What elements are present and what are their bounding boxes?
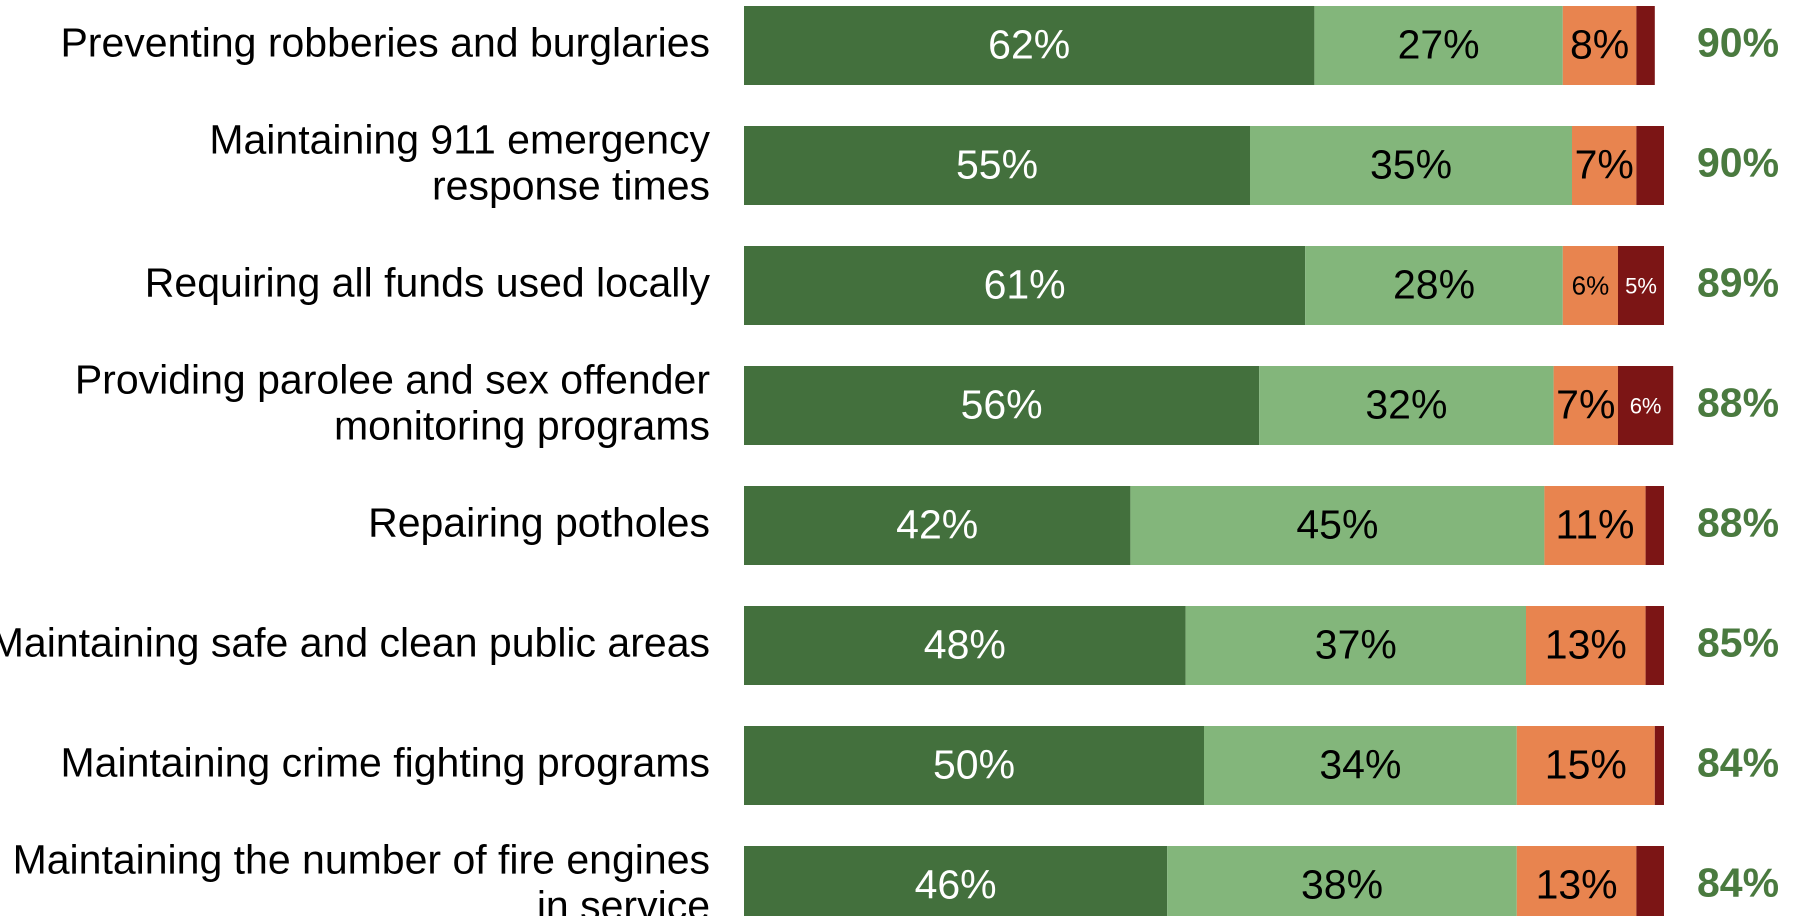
bar-segment xyxy=(744,606,1186,685)
value-label: 27% xyxy=(1398,21,1480,67)
bar-segment xyxy=(744,846,1168,916)
category-label: Preventing robberies and burglaries xyxy=(60,19,710,65)
bar-segment xyxy=(744,6,1315,85)
total-label: 84% xyxy=(1697,739,1779,785)
bar-segment xyxy=(1204,726,1517,805)
bar-segment xyxy=(744,246,1306,325)
value-label: 13% xyxy=(1536,861,1618,907)
value-label: 45% xyxy=(1296,501,1378,547)
total-label: 88% xyxy=(1697,499,1779,545)
total-label: 90% xyxy=(1697,139,1779,185)
category-label: Requiring all funds used locally xyxy=(145,259,711,305)
value-label: 32% xyxy=(1365,381,1447,427)
value-label: 48% xyxy=(924,621,1006,667)
bar-segment xyxy=(1305,246,1563,325)
bar-segment xyxy=(1516,846,1637,916)
value-label: 61% xyxy=(984,261,1066,307)
category-label: Maintaining the number of fire engines in… xyxy=(13,836,710,916)
value-label: 35% xyxy=(1370,141,1452,187)
category-label: Maintaining safe and clean public areas xyxy=(0,619,710,665)
bar-segment xyxy=(744,486,1131,565)
bar-segment xyxy=(744,126,1250,205)
value-label: 15% xyxy=(1545,741,1627,787)
total-label: 88% xyxy=(1697,379,1779,425)
category-label: Maintaining 911 emergency response times xyxy=(209,116,710,208)
bar-segment xyxy=(1516,726,1655,805)
bar-segment xyxy=(1185,606,1526,685)
bar-segment xyxy=(1572,126,1637,205)
bar-segment xyxy=(744,366,1260,445)
value-label: 62% xyxy=(988,21,1070,67)
bar-segment xyxy=(1618,246,1664,325)
bar-segment xyxy=(1562,6,1637,85)
value-label: 13% xyxy=(1545,621,1627,667)
bar-segment xyxy=(1636,126,1664,205)
bar-segment xyxy=(1526,606,1646,685)
value-label: 5% xyxy=(1625,273,1657,298)
bar-segment xyxy=(1562,246,1618,325)
category-label: Maintaining crime fighting programs xyxy=(61,739,710,785)
total-label: 89% xyxy=(1697,259,1779,305)
bar-segment xyxy=(1130,486,1545,565)
bar-segment xyxy=(1645,606,1664,685)
total-label: 90% xyxy=(1697,19,1779,65)
bar-segment xyxy=(1314,6,1563,85)
value-label: 28% xyxy=(1393,261,1475,307)
bar-segment xyxy=(1654,726,1664,805)
bar-segment xyxy=(1167,846,1517,916)
value-label: 11% xyxy=(1555,501,1634,547)
total-label: 84% xyxy=(1697,859,1779,905)
bar-segment xyxy=(1259,366,1554,445)
total-label: 85% xyxy=(1697,619,1779,665)
bar-segment xyxy=(744,726,1204,805)
value-label: 50% xyxy=(933,741,1015,787)
value-label: 7% xyxy=(1556,381,1615,427)
value-label: 56% xyxy=(961,381,1043,427)
value-label: 37% xyxy=(1315,621,1397,667)
category-label: Repairing potholes xyxy=(368,499,710,545)
bar-segment xyxy=(1618,366,1674,445)
value-label: 7% xyxy=(1575,141,1634,187)
value-label: 38% xyxy=(1301,861,1383,907)
bar-segment xyxy=(1636,846,1664,916)
value-label: 42% xyxy=(896,501,978,547)
bar-segment xyxy=(1645,486,1664,565)
value-label: 8% xyxy=(1570,21,1629,67)
value-label: 6% xyxy=(1630,393,1662,418)
value-label: 6% xyxy=(1572,270,1610,300)
value-label: 34% xyxy=(1319,741,1401,787)
value-label: 46% xyxy=(915,861,997,907)
bar-segment xyxy=(1250,126,1572,205)
value-label: 55% xyxy=(956,141,1038,187)
bar-segment xyxy=(1636,6,1655,85)
bar-segment xyxy=(1553,366,1618,445)
bar-segment xyxy=(1544,486,1646,565)
category-label: Providing parolee and sex offender monito… xyxy=(75,356,710,448)
